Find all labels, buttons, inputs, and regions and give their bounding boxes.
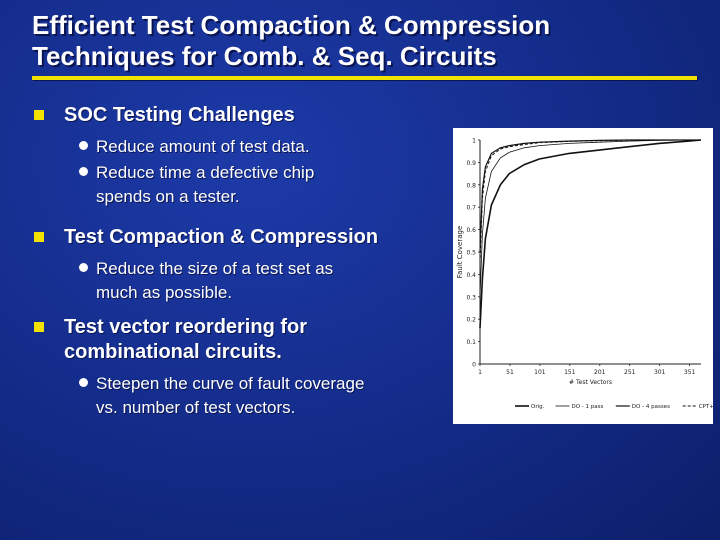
y-axis-label: Fault Coverage (456, 226, 464, 279)
y-tick-label: 0.1 (466, 339, 476, 346)
sub-bullet-text: Reduce the size of a test set as (96, 259, 334, 278)
sub-bullet-dot (79, 141, 88, 150)
chart-svg: 00.10.20.30.40.50.60.70.80.911 51 101 151 20… (456, 138, 713, 411)
bullet-heading-3-line-2: combinational circuits. (64, 341, 282, 363)
series-line (479, 139, 701, 297)
y-tick-label: 0.6 (466, 227, 476, 234)
sub-bullet-text: Steepen the curve of fault coverage (96, 374, 365, 393)
y-tick-label: 1 (472, 138, 476, 145)
y-tick-label: 0.5 (466, 250, 476, 257)
legend-label: DO - 1 pass (572, 404, 604, 410)
y-tick-label: 0 (472, 362, 476, 369)
sub-bullet-text: Reduce amount of test data. (96, 137, 310, 156)
sub-bullet-text-continued: vs. number of test vectors. (96, 398, 296, 417)
title-line-1: Efficient Test Compaction & Compression (32, 10, 551, 40)
x-axis-label: # Test Vectors (569, 379, 612, 386)
x-tick-label: 51 (506, 369, 514, 376)
sub-bullet-text-continued: much as possible. (96, 283, 233, 302)
y-tick-label: 0.4 (466, 272, 476, 279)
y-tick-label: 0.8 (466, 182, 476, 189)
sub-bullet-dot (79, 263, 88, 272)
series-line (479, 139, 701, 253)
x-tick-label: 301 (654, 369, 666, 376)
slide-title: Efficient Test Compaction & Compression … (32, 10, 672, 72)
bullet-square-2 (34, 232, 44, 242)
x-tick-label: 151 (564, 369, 576, 376)
sub-bullet-dot (79, 167, 88, 176)
y-tick-label: 0.9 (466, 160, 476, 167)
y-tick-label: 0.3 (466, 294, 476, 301)
sub-bullet-text-continued: spends on a tester. (96, 187, 240, 206)
bullet-heading-2: Test Compaction & Compression (64, 226, 379, 248)
series-line (479, 139, 701, 264)
x-tick-label: 351 (684, 369, 696, 376)
series-line (479, 139, 702, 329)
sub-bullet-text: Reduce time a defective chip (96, 163, 315, 182)
bullet-heading-1: SOC Testing Challenges (64, 104, 295, 126)
title-underline (32, 76, 697, 80)
x-tick-label: 1 (478, 369, 482, 376)
y-tick-label: 0.7 (466, 205, 476, 212)
sub-bullet-dot (79, 378, 88, 387)
x-tick-label: 251 (624, 369, 636, 376)
legend-label: Orig. (531, 404, 545, 410)
legend-label: DO - 4 passes (632, 404, 670, 410)
bullet-square-3 (34, 322, 44, 332)
bullet-square-1 (34, 110, 44, 120)
x-tick-label: 101 (534, 369, 546, 376)
bullet-heading-3-line-1: Test vector reordering for (64, 316, 308, 338)
fault-coverage-chart: 0 0.1 0.2 0.3 0.4 0.5 0.6 0.7 0.8 0.9 1 1 51 101 151 20… (453, 128, 713, 424)
title-line-2: Techniques for Comb. & Seq. Circuits (32, 41, 497, 71)
x-tick-label: 201 (594, 369, 606, 376)
legend-label: CPT+ (699, 404, 713, 410)
y-tick-label: 0.2 (466, 317, 476, 324)
